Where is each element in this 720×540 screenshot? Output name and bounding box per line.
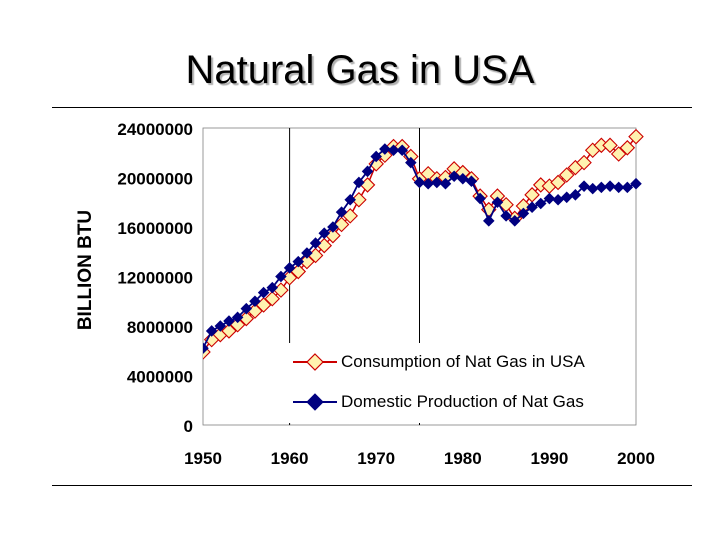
series-0-point bbox=[550, 174, 566, 191]
series-1-point bbox=[517, 207, 530, 220]
series-1-point bbox=[465, 175, 478, 187]
legend-item-consumption: Consumption of Nat Gas in USA bbox=[293, 351, 585, 373]
bottom-rule bbox=[52, 485, 692, 486]
series-0-point bbox=[299, 253, 315, 270]
series-1-point bbox=[283, 262, 296, 274]
series-1-point bbox=[327, 221, 339, 233]
series-1-point bbox=[318, 227, 331, 239]
series-1-point bbox=[203, 342, 209, 355]
series-1-point bbox=[612, 181, 625, 194]
series-0-point bbox=[602, 137, 618, 154]
x-tick-label: 2000 bbox=[617, 449, 655, 468]
series-1-point bbox=[240, 302, 253, 315]
series-0-point bbox=[351, 191, 367, 208]
series-1-point bbox=[361, 165, 374, 178]
series-0-point bbox=[187, 354, 201, 368]
series-1-point bbox=[630, 177, 642, 190]
series-1-point bbox=[223, 315, 235, 327]
series-1-point bbox=[353, 176, 365, 189]
series-0-point bbox=[610, 146, 627, 162]
series-1-point bbox=[439, 177, 452, 190]
series-1-point bbox=[249, 295, 261, 308]
series-1-point bbox=[483, 215, 495, 227]
legend-label-consumption: Consumption of Nat Gas in USA bbox=[341, 352, 585, 371]
series-0-point bbox=[628, 128, 644, 145]
series-1-point bbox=[387, 144, 400, 157]
y-tick-label: 16000000 bbox=[117, 219, 193, 238]
x-tick-label: 1990 bbox=[530, 449, 568, 468]
series-1-point bbox=[335, 206, 348, 218]
legend-label-production: Domestic Production of Nat Gas bbox=[341, 392, 584, 411]
x-tick-label: 1970 bbox=[357, 449, 395, 468]
series-0-point bbox=[221, 323, 237, 339]
series-1-point bbox=[396, 144, 408, 157]
y-tick-label: 0 bbox=[184, 417, 193, 436]
series-1-point bbox=[604, 180, 616, 192]
series-0-point bbox=[264, 290, 281, 307]
chart-legend: Consumption of Nat Gas in USA Domestic P… bbox=[275, 343, 635, 423]
y-tick-label: 24000000 bbox=[117, 120, 193, 139]
series-1-point bbox=[500, 210, 512, 222]
series-1-point bbox=[257, 286, 270, 299]
series-1-point bbox=[292, 255, 305, 268]
series-1-point bbox=[621, 181, 634, 194]
series-0-point bbox=[333, 216, 350, 233]
series-1-point bbox=[560, 191, 573, 204]
series-1-point bbox=[301, 247, 313, 259]
legend-item-production: Domestic Production of Nat Gas bbox=[293, 391, 584, 413]
series-0-point bbox=[619, 140, 636, 156]
series-1-point bbox=[491, 196, 504, 209]
consumption-legend-marker-icon bbox=[293, 353, 337, 371]
series-0-point bbox=[576, 154, 592, 171]
series-1-point bbox=[552, 193, 564, 206]
series-1-point bbox=[405, 156, 417, 169]
series-1-point bbox=[205, 325, 218, 337]
series-1-point bbox=[431, 176, 443, 189]
top-rule bbox=[52, 107, 692, 108]
x-tick-label: 1950 bbox=[184, 449, 222, 468]
x-tick-label: 1960 bbox=[271, 449, 309, 468]
series-1-point bbox=[379, 143, 391, 155]
series-1-point bbox=[508, 215, 521, 227]
series-1-point bbox=[448, 170, 460, 183]
series-1-point bbox=[413, 176, 426, 189]
series-1-point bbox=[214, 320, 227, 332]
y-tick-label: 20000000 bbox=[117, 170, 193, 189]
series-1-point bbox=[344, 193, 356, 206]
series-1-point bbox=[578, 180, 590, 192]
series-1-point bbox=[457, 172, 469, 185]
series-1-point bbox=[266, 281, 279, 294]
series-1-point bbox=[534, 197, 547, 210]
series-1-point bbox=[543, 192, 556, 205]
y-tick-label: 8000000 bbox=[127, 318, 193, 337]
series-1-point bbox=[309, 237, 322, 249]
series-1-point bbox=[526, 201, 538, 213]
series-1-point bbox=[275, 270, 287, 283]
series-1-point bbox=[474, 192, 486, 205]
y-tick-label: 12000000 bbox=[117, 269, 193, 288]
series-1-point bbox=[231, 311, 244, 324]
slide-title: Natural Gas in USA bbox=[185, 48, 535, 92]
series-1-point bbox=[370, 150, 382, 163]
series-0-point bbox=[558, 167, 575, 183]
series-1-point bbox=[569, 189, 582, 201]
series-0-point bbox=[368, 156, 384, 172]
production-legend-marker-icon bbox=[293, 393, 337, 411]
y-tick-label: 4000000 bbox=[127, 368, 193, 387]
x-tick-label: 1980 bbox=[444, 449, 482, 468]
